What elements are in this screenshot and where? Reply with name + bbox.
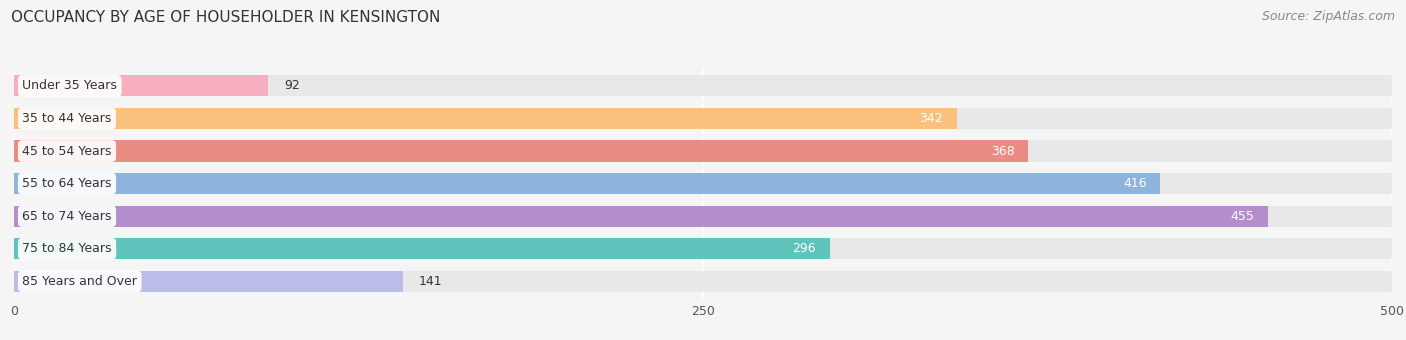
Text: 368: 368	[991, 144, 1014, 157]
Bar	[14, 238, 830, 259]
Text: Source: ZipAtlas.com: Source: ZipAtlas.com	[1261, 10, 1395, 23]
Text: 45 to 54 Years: 45 to 54 Years	[22, 144, 111, 157]
Text: 35 to 44 Years: 35 to 44 Years	[22, 112, 111, 125]
Bar	[14, 238, 1392, 259]
Bar	[14, 206, 1268, 227]
Text: 455: 455	[1230, 210, 1254, 223]
Text: 342: 342	[920, 112, 943, 125]
Text: 141: 141	[419, 275, 443, 288]
Bar	[14, 173, 1392, 194]
Bar	[14, 108, 956, 129]
Bar	[14, 75, 267, 97]
Bar	[14, 271, 402, 292]
Bar	[14, 108, 1392, 129]
Bar	[14, 75, 1392, 97]
Text: 416: 416	[1123, 177, 1147, 190]
Text: 75 to 84 Years: 75 to 84 Years	[22, 242, 112, 255]
Text: 92: 92	[284, 80, 299, 92]
Bar	[14, 271, 1392, 292]
Text: Under 35 Years: Under 35 Years	[22, 80, 117, 92]
Text: 55 to 64 Years: 55 to 64 Years	[22, 177, 111, 190]
Text: OCCUPANCY BY AGE OF HOUSEHOLDER IN KENSINGTON: OCCUPANCY BY AGE OF HOUSEHOLDER IN KENSI…	[11, 10, 440, 25]
Bar	[14, 140, 1028, 162]
Bar	[14, 173, 1160, 194]
Text: 65 to 74 Years: 65 to 74 Years	[22, 210, 111, 223]
Bar	[14, 206, 1392, 227]
Text: 296: 296	[793, 242, 815, 255]
Text: 85 Years and Over: 85 Years and Over	[22, 275, 138, 288]
Bar	[14, 140, 1392, 162]
